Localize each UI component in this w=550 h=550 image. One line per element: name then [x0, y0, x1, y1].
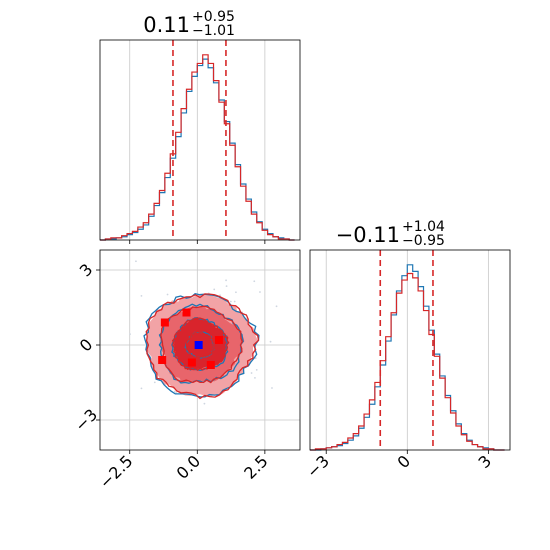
marginal-y-title-minus: −0.95: [402, 233, 445, 249]
marginal-y-title-plus: +1.04: [402, 219, 445, 235]
joint-scatter-point: [140, 387, 143, 390]
joint-scatter-point: [135, 260, 137, 263]
joint-scatter-point: [254, 357, 257, 360]
marginal-x-title-median: 0.11: [143, 13, 190, 37]
joint-panel: −2.5 0.0 2.5 3 0 −3: [71, 249, 301, 492]
joint-scatter-point: [229, 300, 232, 303]
joint-red-marker-0: [160, 318, 169, 327]
joint-frame: [99, 249, 301, 451]
marginal-y-title-median: −0.11: [336, 223, 400, 247]
joint-scatter-point: [255, 369, 258, 371]
joint-red-marker-3: [158, 356, 167, 364]
joint-red-marker-5: [206, 361, 215, 369]
joint-red-marker-1: [182, 308, 191, 317]
joint-scatter-point: [219, 294, 221, 297]
marginal-x-title-minus: −1.01: [192, 23, 235, 39]
joint-red-marker-4: [187, 358, 196, 367]
joint-contour-blue-1: [158, 303, 244, 384]
marginal-y-histogram-blue: [310, 264, 505, 451]
joint-ytick-label-2: −3: [71, 405, 101, 435]
joint-ytick-label-0: 3: [76, 260, 97, 281]
joint-xtick-label-0: −2.5: [96, 451, 137, 492]
joint-contour-red-3: [185, 330, 215, 359]
joint-red-marker-2: [214, 336, 223, 344]
joint-scatter-point: [275, 305, 278, 308]
joint-scatter-point: [235, 291, 237, 294]
marginal-y-tick-label-0: −3: [303, 451, 333, 481]
joint-scatter-point: [140, 294, 143, 297]
marginal-x-histogram-red: [100, 54, 295, 241]
joint-contour-blue-3: [184, 331, 215, 359]
marginal-y-tick-label-2: 3: [475, 451, 496, 472]
joint-scatter-point: [175, 391, 177, 394]
joint-scatter-point: [225, 279, 227, 282]
marginal-y-panel: −3 0 3 −0.11 +1.04−0.95: [303, 219, 511, 482]
joint-scatter-point: [129, 333, 131, 336]
joint-ytick-label-1: 0: [76, 335, 97, 356]
joint-scatter-point: [271, 387, 273, 389]
joint-scatter-point: [259, 291, 261, 293]
joint-scatter-point: [203, 402, 206, 405]
joint-xtick-label-1: 0.0: [173, 451, 204, 482]
marginal-x-panel: 0.11 +0.95−1.01: [99, 9, 301, 244]
marginal-x-title-plus: +0.95: [192, 9, 235, 25]
joint-scatter-point: [269, 340, 272, 343]
joint-blue-marker: [194, 341, 203, 349]
joint-scatter-point: [253, 280, 256, 283]
joint-contour-red-1: [160, 305, 244, 384]
joint-scatter-point: [254, 377, 256, 379]
joint-scatter-point: [233, 300, 236, 303]
joint-contour-red-0: [145, 293, 260, 400]
joint-scatter-point: [173, 390, 176, 393]
joint-scatter-point: [153, 381, 156, 384]
marginal-x-frame: [99, 39, 301, 241]
joint-contour-blue-0: [143, 293, 260, 398]
marginal-y-tick-label-1: 0: [393, 451, 414, 472]
marginal-y-frame: [309, 249, 511, 451]
joint-scatter-point: [166, 293, 169, 296]
joint-xtick-label-2: 2.5: [240, 451, 271, 482]
joint-scatter-point: [225, 285, 228, 288]
joint-scatter-point: [213, 288, 216, 291]
marginal-y-histogram-red: [310, 272, 505, 451]
joint-scatter-point: [250, 372, 253, 374]
